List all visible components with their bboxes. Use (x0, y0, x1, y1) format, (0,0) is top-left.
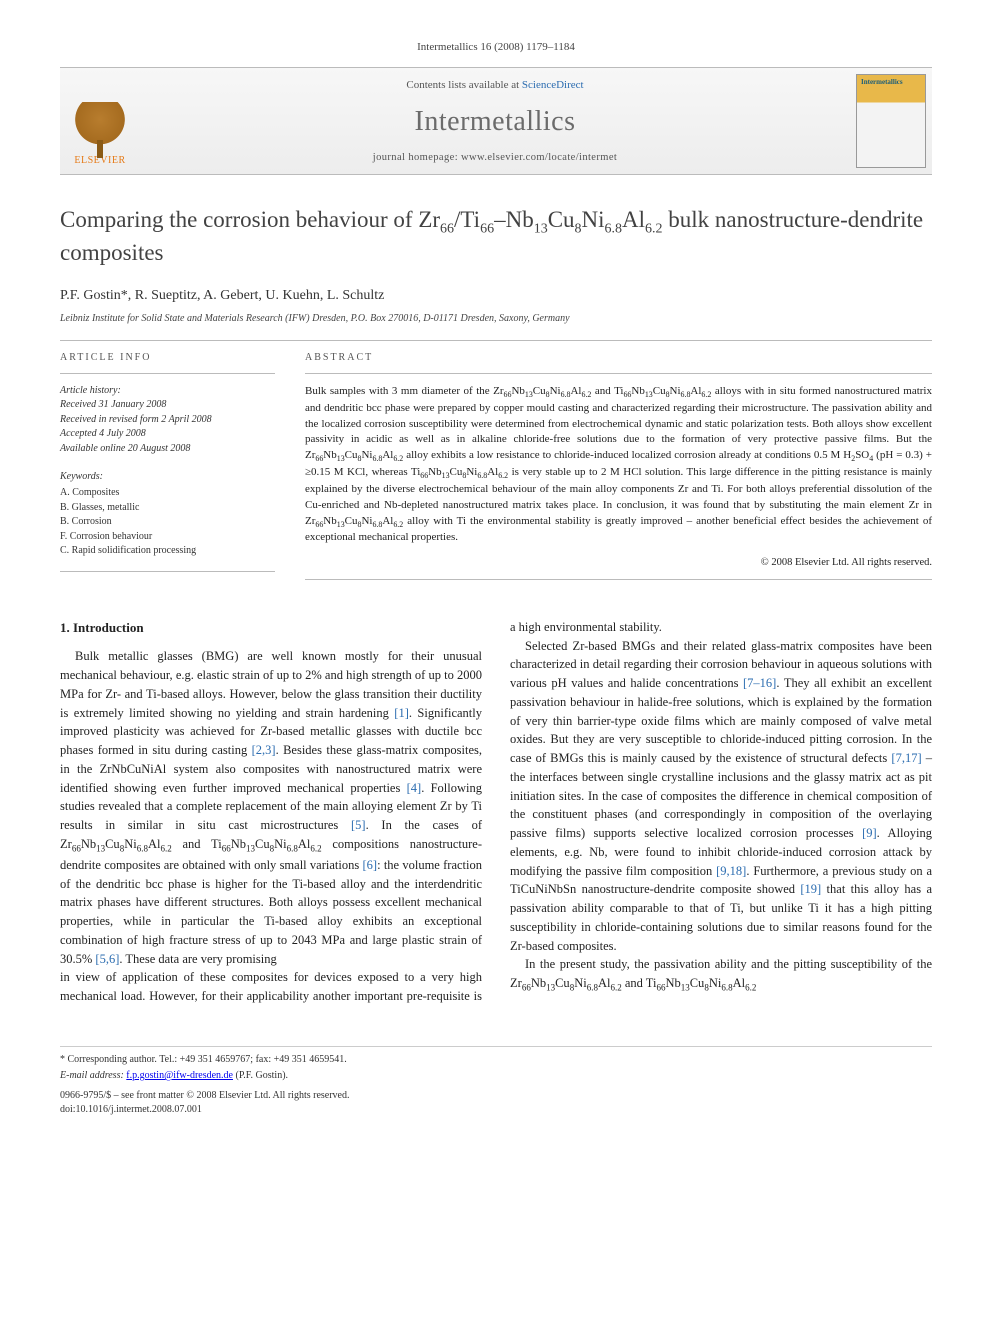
article-history: Article history: Received 31 January 200… (60, 384, 275, 457)
section-heading: 1. Introduction (60, 618, 482, 638)
keyword-item: F. Corrosion behaviour (60, 530, 275, 545)
sciencedirect-link[interactable]: ScienceDirect (522, 79, 584, 91)
keywords-list: A. Composites B. Glasses, metallic B. Co… (60, 486, 275, 559)
homepage-label: journal homepage: (373, 152, 461, 163)
article-info-block: ARTICLE INFO Article history: Received 3… (60, 351, 275, 590)
journal-header: ELSEVIER Contents lists available at Sci… (60, 67, 932, 174)
journal-name: Intermetallics (144, 102, 846, 141)
affiliation-line: Leibniz Institute for Solid State and Ma… (60, 312, 932, 326)
issn-line: 0966-9795/$ – see front matter © 2008 El… (60, 1089, 932, 1103)
separator-rule (305, 579, 932, 580)
header-center: Contents lists available at ScienceDirec… (140, 68, 850, 173)
article-info-heading: ARTICLE INFO (60, 351, 275, 365)
corresponding-author: * Corresponding author. Tel.: +49 351 46… (60, 1053, 932, 1067)
homepage-url[interactable]: www.elsevier.com/locate/intermet (461, 152, 617, 163)
keywords-label: Keywords: (60, 470, 275, 484)
keyword-item: A. Composites (60, 486, 275, 501)
article-title: Comparing the corrosion behaviour of Zr6… (60, 205, 932, 269)
history-online: Available online 20 August 2008 (60, 442, 275, 457)
email-link[interactable]: f.p.gostin@ifw-dresden.de (126, 1070, 233, 1081)
separator-rule (60, 571, 275, 572)
page-footer: * Corresponding author. Tel.: +49 351 46… (60, 1046, 932, 1117)
email-label: E-mail address: (60, 1070, 126, 1081)
elsevier-tree-icon (75, 102, 125, 152)
citation-line: Intermetallics 16 (2008) 1179–1184 (60, 40, 932, 55)
contents-line: Contents lists available at ScienceDirec… (144, 78, 846, 93)
homepage-line: journal homepage: www.elsevier.com/locat… (144, 151, 846, 166)
history-label: Article history: (60, 384, 275, 399)
email-line: E-mail address: f.p.gostin@ifw-dresden.d… (60, 1069, 932, 1083)
email-suffix: (P.F. Gostin). (233, 1070, 288, 1081)
history-revised: Received in revised form 2 April 2008 (60, 413, 275, 428)
history-received: Received 31 January 2008 (60, 398, 275, 413)
body-columns: 1. Introduction Bulk metallic glasses (B… (60, 618, 932, 1006)
body-paragraph: In the present study, the passivation ab… (510, 955, 932, 995)
doi-line: doi:10.1016/j.intermet.2008.07.001 (60, 1103, 932, 1117)
keyword-item: C. Rapid solidification processing (60, 544, 275, 559)
history-accepted: Accepted 4 July 2008 (60, 427, 275, 442)
abstract-copyright: © 2008 Elsevier Ltd. All rights reserved… (305, 556, 932, 571)
contents-prefix: Contents lists available at (406, 79, 521, 91)
separator-rule (60, 340, 932, 341)
journal-cover-thumb (856, 74, 926, 167)
keyword-item: B. Corrosion (60, 515, 275, 530)
abstract-block: ABSTRACT Bulk samples with 3 mm diameter… (305, 351, 932, 590)
body-paragraph: Bulk metallic glasses (BMG) are well kno… (60, 647, 482, 968)
publisher-logo: ELSEVIER (60, 68, 140, 173)
abstract-heading: ABSTRACT (305, 351, 932, 365)
abstract-text: Bulk samples with 3 mm diameter of the Z… (305, 384, 932, 546)
meta-row: ARTICLE INFO Article history: Received 3… (60, 351, 932, 590)
body-paragraph: Selected Zr-based BMGs and their related… (510, 637, 932, 956)
separator-rule (60, 373, 275, 374)
separator-rule (305, 373, 932, 374)
authors-line: P.F. Gostin*, R. Sueptitz, A. Gebert, U.… (60, 286, 932, 306)
keyword-item: B. Glasses, metallic (60, 501, 275, 516)
